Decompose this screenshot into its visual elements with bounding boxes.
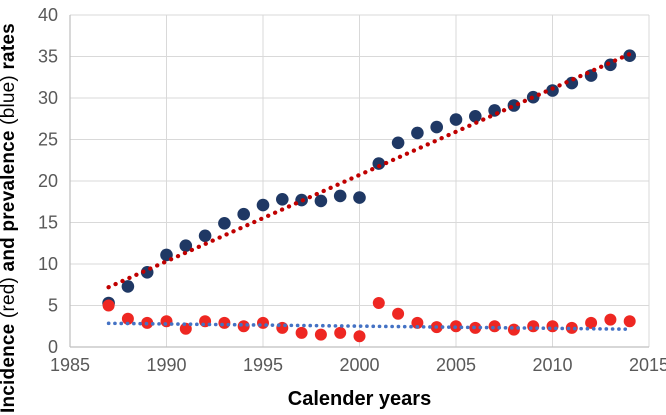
axes xyxy=(69,15,649,348)
y-axis-title-part: and prevalence xyxy=(0,130,19,272)
incidence-trendline xyxy=(106,321,632,332)
incidence-point xyxy=(314,328,327,341)
prevalence-point xyxy=(314,194,328,208)
y-axis-title-part: (red) xyxy=(0,276,19,319)
incidence-point xyxy=(372,297,385,309)
incidence-point xyxy=(102,299,115,312)
incidence-point xyxy=(179,322,192,335)
y-tick-label: 5 xyxy=(48,296,58,316)
incidence-series xyxy=(102,297,636,343)
y-tick-label: 25 xyxy=(38,130,58,150)
y-tick-label: 20 xyxy=(38,171,58,191)
x-tick-label: 1985 xyxy=(50,355,90,375)
prevalence-point xyxy=(198,229,212,243)
x-axis-title: Calender years xyxy=(287,388,432,410)
incidence-point xyxy=(295,326,308,339)
incidence-point xyxy=(334,326,347,339)
incidence-point xyxy=(585,316,598,329)
prevalence-point xyxy=(179,239,193,252)
y-tick-label: 0 xyxy=(48,337,58,357)
y-tick-label: 35 xyxy=(38,47,58,67)
y-tick-label: 30 xyxy=(38,88,58,108)
prevalence-point xyxy=(391,136,405,150)
prevalence-point xyxy=(411,126,424,140)
incidence-point xyxy=(121,312,134,325)
prevalence-series xyxy=(102,49,636,310)
x-tick-label: 2005 xyxy=(436,355,476,375)
y-tick-label: 15 xyxy=(38,213,58,233)
incidence-point xyxy=(392,307,405,320)
incidence-point xyxy=(604,313,617,326)
prevalence-point xyxy=(372,157,386,170)
prevalence-point xyxy=(469,110,482,123)
y-tick-label: 40 xyxy=(38,5,58,25)
y-tick-labels: 0 5 10 15 20 25 30 35 40 xyxy=(38,5,58,357)
incidence-point xyxy=(257,316,269,329)
incidence-point xyxy=(411,316,424,329)
y-axis-title-part: rates xyxy=(0,23,19,70)
prevalence-point xyxy=(353,191,366,204)
x-tick-label: 2000 xyxy=(339,355,379,375)
incidence-point xyxy=(160,315,173,328)
incidence-point xyxy=(565,321,578,334)
gridlines xyxy=(70,14,650,347)
x-tick-labels: 1985 1990 1995 2000 2005 2010 2015 xyxy=(50,355,666,375)
incidence-point xyxy=(527,320,540,333)
prevalence-point xyxy=(333,189,347,203)
x-tick-label: 1995 xyxy=(243,355,283,375)
prevalence-point xyxy=(276,193,289,206)
x-tick-label: 2010 xyxy=(532,355,572,375)
y-axis-title-part: Incidence xyxy=(0,323,19,413)
incidence-point xyxy=(623,315,636,328)
prevalence-point xyxy=(237,207,250,221)
x-tick-label: 2015 xyxy=(629,355,666,375)
y-tick-label: 10 xyxy=(38,254,58,274)
incidence-point xyxy=(488,320,501,333)
prevalence-trendline xyxy=(106,51,632,290)
prevalence-point xyxy=(121,280,135,293)
prevalence-point xyxy=(218,217,231,230)
x-tick-label: 1990 xyxy=(146,355,186,375)
y-axis-title-part: (blue) xyxy=(0,75,19,125)
prevalence-point xyxy=(449,113,463,126)
y-axis-title: Incidence (red) and prevalence (blue) ra… xyxy=(0,23,20,413)
incidence-point xyxy=(353,330,366,343)
incidence-point xyxy=(546,320,559,333)
prevalence-point xyxy=(430,120,444,134)
prevalence-point xyxy=(256,198,270,212)
